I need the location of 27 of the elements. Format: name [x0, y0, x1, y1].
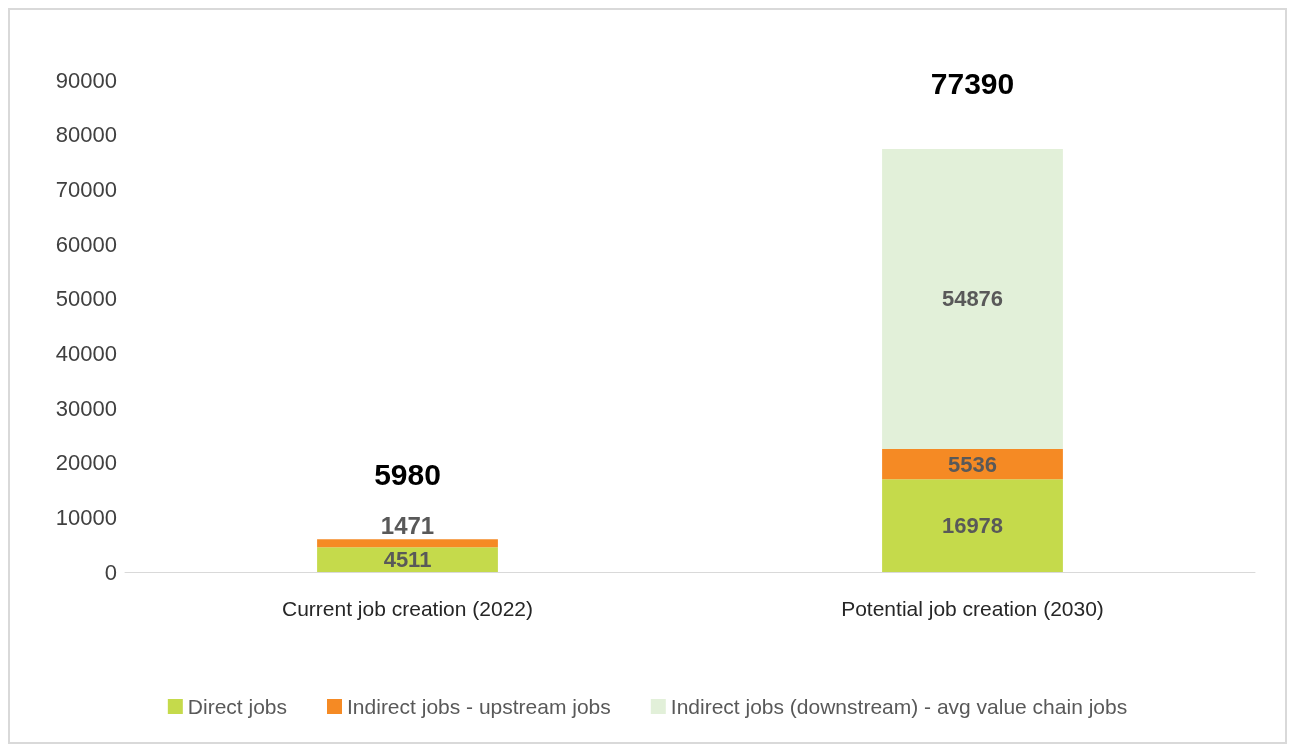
data-label: 16978	[941, 513, 1004, 539]
y-tick-label: 60000	[55, 231, 117, 257]
legend-label: Indirect jobs (downstream) - avg value chain jobs	[670, 695, 1128, 718]
y-tick-label: 80000	[55, 122, 117, 148]
y-tick-label: 40000	[55, 340, 117, 366]
y-tick-label: 50000	[55, 286, 117, 312]
total-label: 77390	[930, 67, 1015, 101]
bar	[317, 539, 498, 548]
x-tick-label: Current job creation (2022)	[282, 597, 533, 620]
bar	[317, 547, 498, 572]
bar	[882, 479, 1063, 572]
y-tick-label: 30000	[55, 395, 117, 421]
y-tick-label: 20000	[55, 450, 117, 476]
bar	[882, 448, 1063, 480]
data-label: 4511	[383, 547, 432, 573]
y-tick-label: 70000	[55, 176, 117, 202]
data-label: 54876	[941, 286, 1004, 312]
y-tick-label: 10000	[55, 504, 117, 530]
x-tick-label: Potential job creation (2030)	[841, 597, 1104, 620]
legend-label: Indirect jobs - upstream jobs	[347, 695, 611, 718]
total-label: 5980	[374, 457, 441, 491]
y-tick-label: 90000	[55, 67, 117, 93]
data-label: 5536	[948, 451, 997, 477]
data-label: 1471	[380, 511, 435, 539]
y-tick-label: 0	[104, 559, 117, 585]
legend-label: Direct jobs	[187, 695, 288, 718]
bar	[882, 148, 1063, 449]
